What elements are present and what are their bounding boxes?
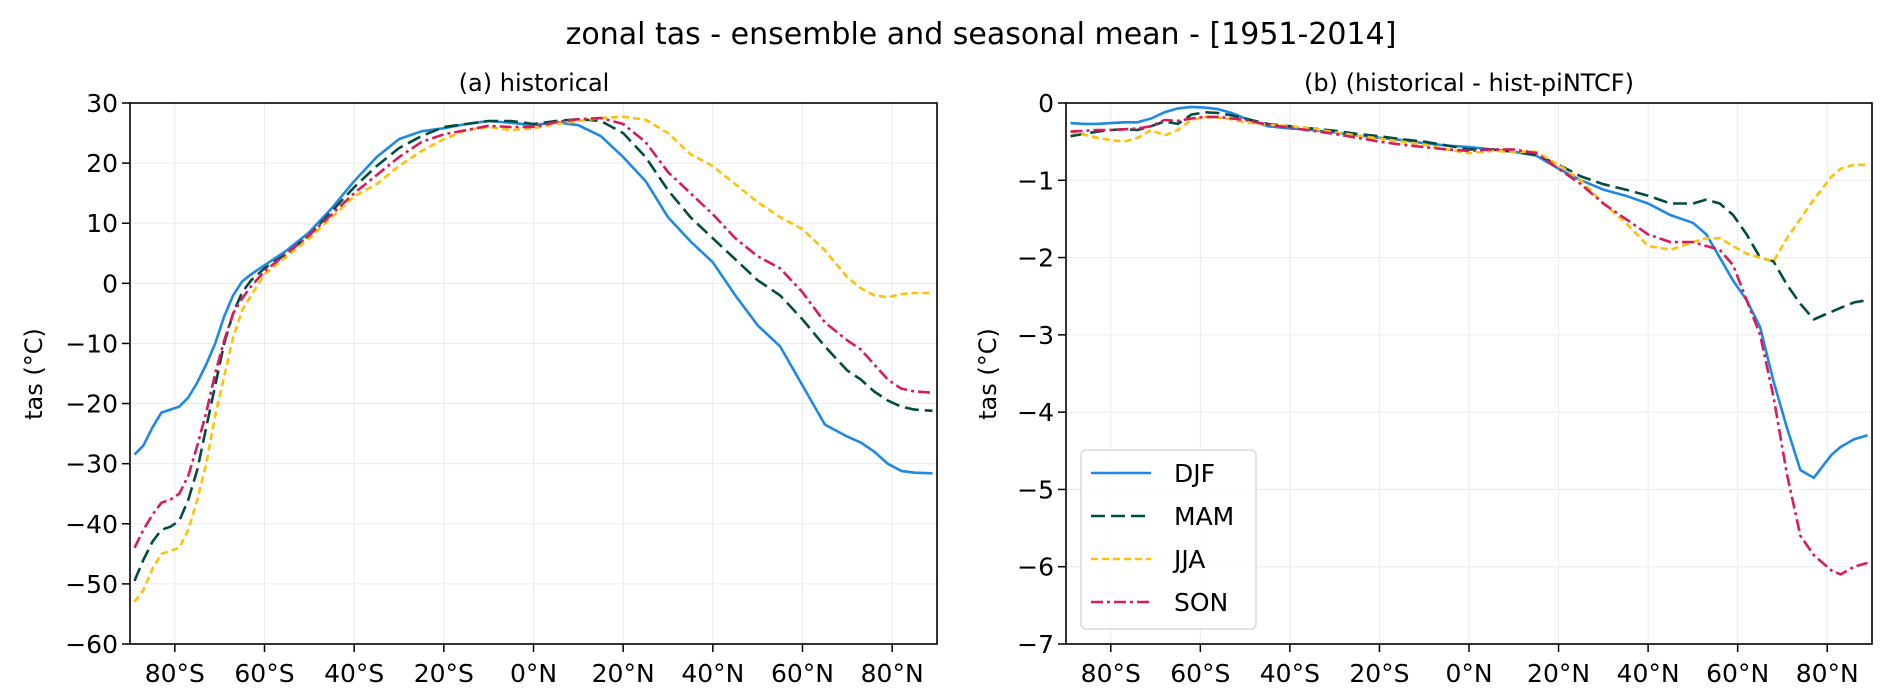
ytick-label: 20 xyxy=(86,149,118,178)
ytick-label: 10 xyxy=(86,209,118,238)
ytick-label: −5 xyxy=(1017,475,1054,504)
xtick-label: 60°S xyxy=(1170,659,1230,688)
ytick-label: 0 xyxy=(102,269,118,298)
ytick-label: −30 xyxy=(65,450,118,479)
panel-a-yticks: −60 −50 −40 −30 −20 −10 0 10 20 30 xyxy=(65,89,130,659)
ytick-label: −10 xyxy=(65,329,118,358)
ytick-label: −4 xyxy=(1017,398,1054,427)
panel-b-lines xyxy=(1070,105,1868,576)
panel-b-xticks: 80°S 60°S 40°S 20°S 0°N 20°N 40°N 60°N 80°N xyxy=(1081,644,1859,688)
panel-b-series-jja xyxy=(1070,115,1868,263)
xtick-label: 40°S xyxy=(1260,659,1320,688)
ytick-label: −2 xyxy=(1017,244,1054,273)
xtick-label: 40°S xyxy=(324,659,384,688)
ytick-label: −3 xyxy=(1017,321,1054,350)
panel-a-frame xyxy=(129,102,938,645)
panel-b-series-djf xyxy=(1070,105,1868,480)
xtick-label: 80°N xyxy=(1796,659,1859,688)
ytick-label: −6 xyxy=(1017,553,1054,582)
panel-a-ylabel: tas (°C) xyxy=(20,328,48,420)
ytick-label: −20 xyxy=(65,390,118,419)
panel-a: (a) historical tas (°C) −60−50−40−30−20−… xyxy=(20,69,938,688)
xtick-label: 60°N xyxy=(1706,659,1769,688)
suptitle: zonal tas - ensemble and seasonal mean -… xyxy=(566,17,1397,52)
ytick-label: −7 xyxy=(1017,630,1054,659)
panel-b-series-mam xyxy=(1070,111,1868,321)
xtick-label: 20°S xyxy=(414,659,474,688)
xtick-label: 60°S xyxy=(234,659,294,688)
panel-b: (b) (historical - hist-piNTCF) tas (°C) … xyxy=(974,69,1873,688)
panel-a-xticks: 80°S 60°S 40°S 20°S 0°N 20°N 40°N 60°N 80°N xyxy=(145,644,924,688)
legend-label-jja: JJA xyxy=(1172,545,1205,574)
xtick-label: 20°N xyxy=(1527,659,1590,688)
panel-b-ylabel: tas (°C) xyxy=(974,328,1002,420)
panel-b-frame xyxy=(1065,102,1873,645)
xtick-label: 80°S xyxy=(145,659,205,688)
panel-a-series-jja xyxy=(133,115,933,603)
panel-b-yticks: −7 −6 −5 −4 −3 −2 −1 0 xyxy=(1017,89,1066,659)
ytick-label: −50 xyxy=(65,570,118,599)
legend-label-mam: MAM xyxy=(1174,502,1234,531)
ytick-label: −1 xyxy=(1017,166,1054,195)
xtick-label: 80°S xyxy=(1081,659,1141,688)
xtick-label: 20°S xyxy=(1349,659,1409,688)
ytick-label: 30 xyxy=(86,89,118,118)
xtick-label: 20°N xyxy=(592,659,655,688)
legend-label-son: SON xyxy=(1174,588,1228,617)
panel-a-lines xyxy=(133,115,933,603)
xtick-label: 40°N xyxy=(681,659,744,688)
xtick-label: 0°N xyxy=(1445,659,1492,688)
panel-b-title: (b) (historical - hist-piNTCF) xyxy=(1304,69,1634,97)
ytick-label: −40 xyxy=(65,510,118,539)
xtick-label: 60°N xyxy=(771,659,834,688)
xtick-label: 80°N xyxy=(861,659,924,688)
panel-b-series-son xyxy=(1070,115,1868,576)
xtick-label: 40°N xyxy=(1617,659,1680,688)
panel-a-title: (a) historical xyxy=(459,69,610,97)
legend-box xyxy=(1080,449,1257,630)
ytick-label: −60 xyxy=(65,630,118,659)
legend: DJF MAM JJA SON xyxy=(1080,449,1257,630)
ytick-label: 0 xyxy=(1038,89,1054,118)
panel-a-series-mam xyxy=(133,117,933,582)
xtick-label: 0°N xyxy=(510,659,557,688)
legend-label-djf: DJF xyxy=(1174,459,1215,488)
panel-a-series-son xyxy=(133,116,933,549)
panel-a-grid xyxy=(130,102,937,645)
